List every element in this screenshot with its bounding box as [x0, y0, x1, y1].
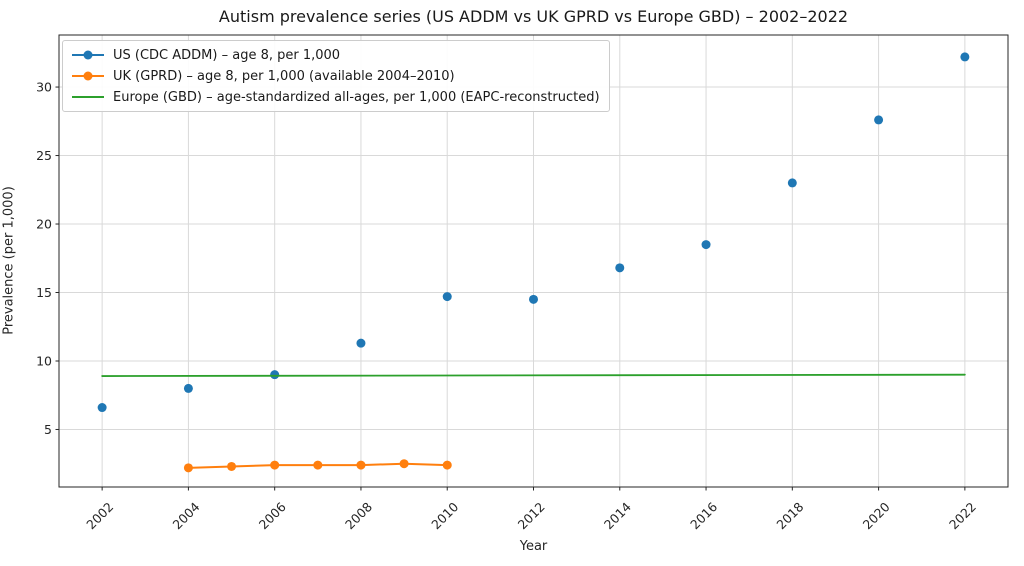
- data-point-0: [356, 338, 366, 348]
- legend-label: US (CDC ADDM) – age 8, per 1,000: [113, 47, 341, 63]
- chart-title: Autism prevalence series (US ADDM vs UK …: [218, 7, 849, 26]
- y-tick-label: 10: [36, 353, 52, 368]
- data-point-0: [183, 383, 193, 393]
- data-point-1: [183, 463, 193, 473]
- data-point-0: [787, 178, 797, 188]
- x-tick-label: 2014: [601, 499, 634, 532]
- x-tick-label: 2002: [83, 499, 116, 532]
- y-tick-label: 25: [36, 148, 52, 163]
- x-tick-label: 2018: [773, 499, 806, 532]
- x-tick-label: 2022: [946, 499, 979, 532]
- data-point-1: [356, 460, 366, 470]
- y-tick-label: 20: [36, 216, 52, 231]
- data-point-0: [97, 403, 107, 413]
- data-point-1: [227, 461, 237, 471]
- data-point-0: [960, 52, 970, 62]
- x-tick-label: 2010: [428, 499, 461, 532]
- y-tick-label: 30: [36, 79, 52, 94]
- series-line-2: [101, 373, 966, 377]
- data-point-1: [270, 460, 280, 470]
- x-tick-label: 2016: [687, 499, 720, 532]
- legend-sample-icon: [72, 71, 104, 81]
- x-tick-label: 2006: [256, 499, 289, 532]
- data-point-0: [874, 115, 884, 125]
- legend: US (CDC ADDM) – age 8, per 1,000 UK (GPRD…: [62, 40, 610, 112]
- legend-item-1: UK (GPRD) – age 8, per 1,000 (available …: [71, 67, 600, 85]
- legend-item-0: US (CDC ADDM) – age 8, per 1,000: [71, 46, 600, 64]
- legend-marker: [83, 71, 93, 81]
- x-axis-label: Year: [519, 539, 548, 554]
- x-tick-label: 2012: [515, 499, 548, 532]
- legend-label: UK (GPRD) – age 8, per 1,000 (available …: [113, 68, 455, 84]
- legend-sample-icon: [72, 96, 104, 98]
- x-tick-label: 2004: [170, 499, 203, 532]
- data-point-1: [313, 460, 323, 470]
- y-axis-label: Prevalence (per 1,000): [1, 186, 17, 335]
- y-tick-label: 15: [36, 285, 52, 300]
- data-point-0: [701, 240, 711, 250]
- legend-marker: [83, 50, 93, 60]
- data-point-1: [442, 460, 452, 470]
- data-point-0: [615, 263, 625, 273]
- y-tick-label: 5: [44, 422, 52, 437]
- data-point-0: [270, 370, 280, 380]
- legend-item-2: Europe (GBD) – age-standardized all-ages…: [71, 88, 600, 106]
- legend-label: Europe (GBD) – age-standardized all-ages…: [113, 89, 600, 105]
- data-point-1: [399, 459, 409, 469]
- legend-sample-icon: [72, 50, 104, 60]
- x-tick-label: 2020: [860, 499, 893, 532]
- data-point-0: [529, 294, 538, 304]
- x-tick-label: 2008: [342, 499, 375, 532]
- data-point-0: [442, 292, 452, 302]
